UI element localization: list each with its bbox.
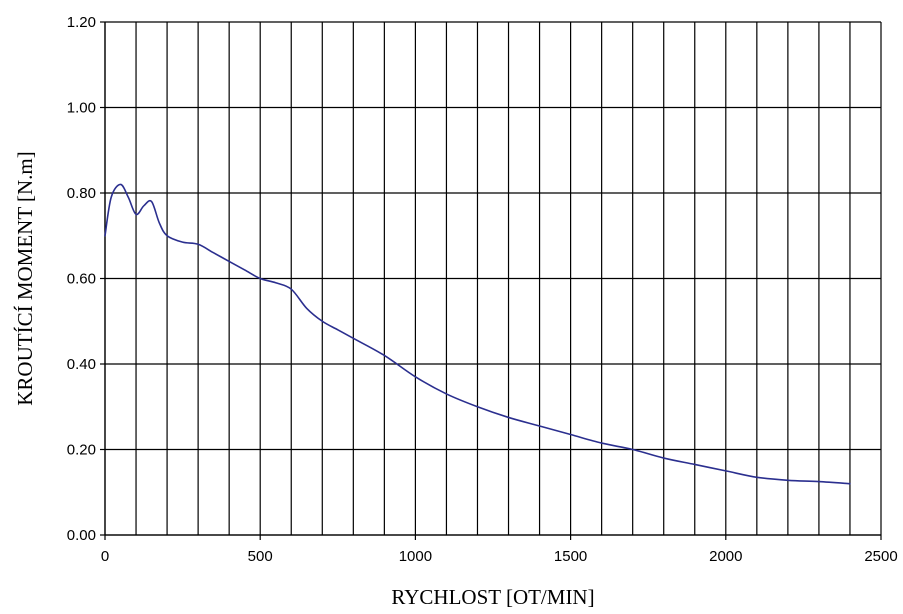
- x-tick-label: 1500: [554, 548, 587, 565]
- y-tick-label: 0.00: [67, 527, 96, 544]
- x-tick-label: 2500: [864, 548, 897, 565]
- y-axis-title: KROUTÍCÍ MOMENT [N.m]: [13, 151, 37, 406]
- x-tick-label: 1000: [399, 548, 432, 565]
- grid-lines: [104, 21, 882, 536]
- torque-series-line: [104, 183, 851, 485]
- y-tick-label: 1.00: [67, 100, 96, 117]
- y-tick-label: 1.20: [67, 14, 96, 31]
- axes: [100, 21, 882, 540]
- y-tick-label: 0.80: [67, 185, 96, 202]
- x-axis-title: RYCHLOST [OT/MIN]: [391, 585, 594, 609]
- x-tick-label: 500: [248, 548, 273, 565]
- tick-labels: 0.00 0.20 0.40 0.60 0.80 1.00 1.20 0 500 1000 1500…: [67, 14, 898, 565]
- x-tick-label: 2000: [709, 548, 742, 565]
- series-layer: [104, 183, 851, 485]
- x-tick-label: 0: [101, 548, 109, 565]
- y-tick-label: 0.40: [67, 356, 96, 373]
- y-tick-label: 0.60: [67, 271, 96, 288]
- y-tick-label: 0.20: [67, 442, 96, 459]
